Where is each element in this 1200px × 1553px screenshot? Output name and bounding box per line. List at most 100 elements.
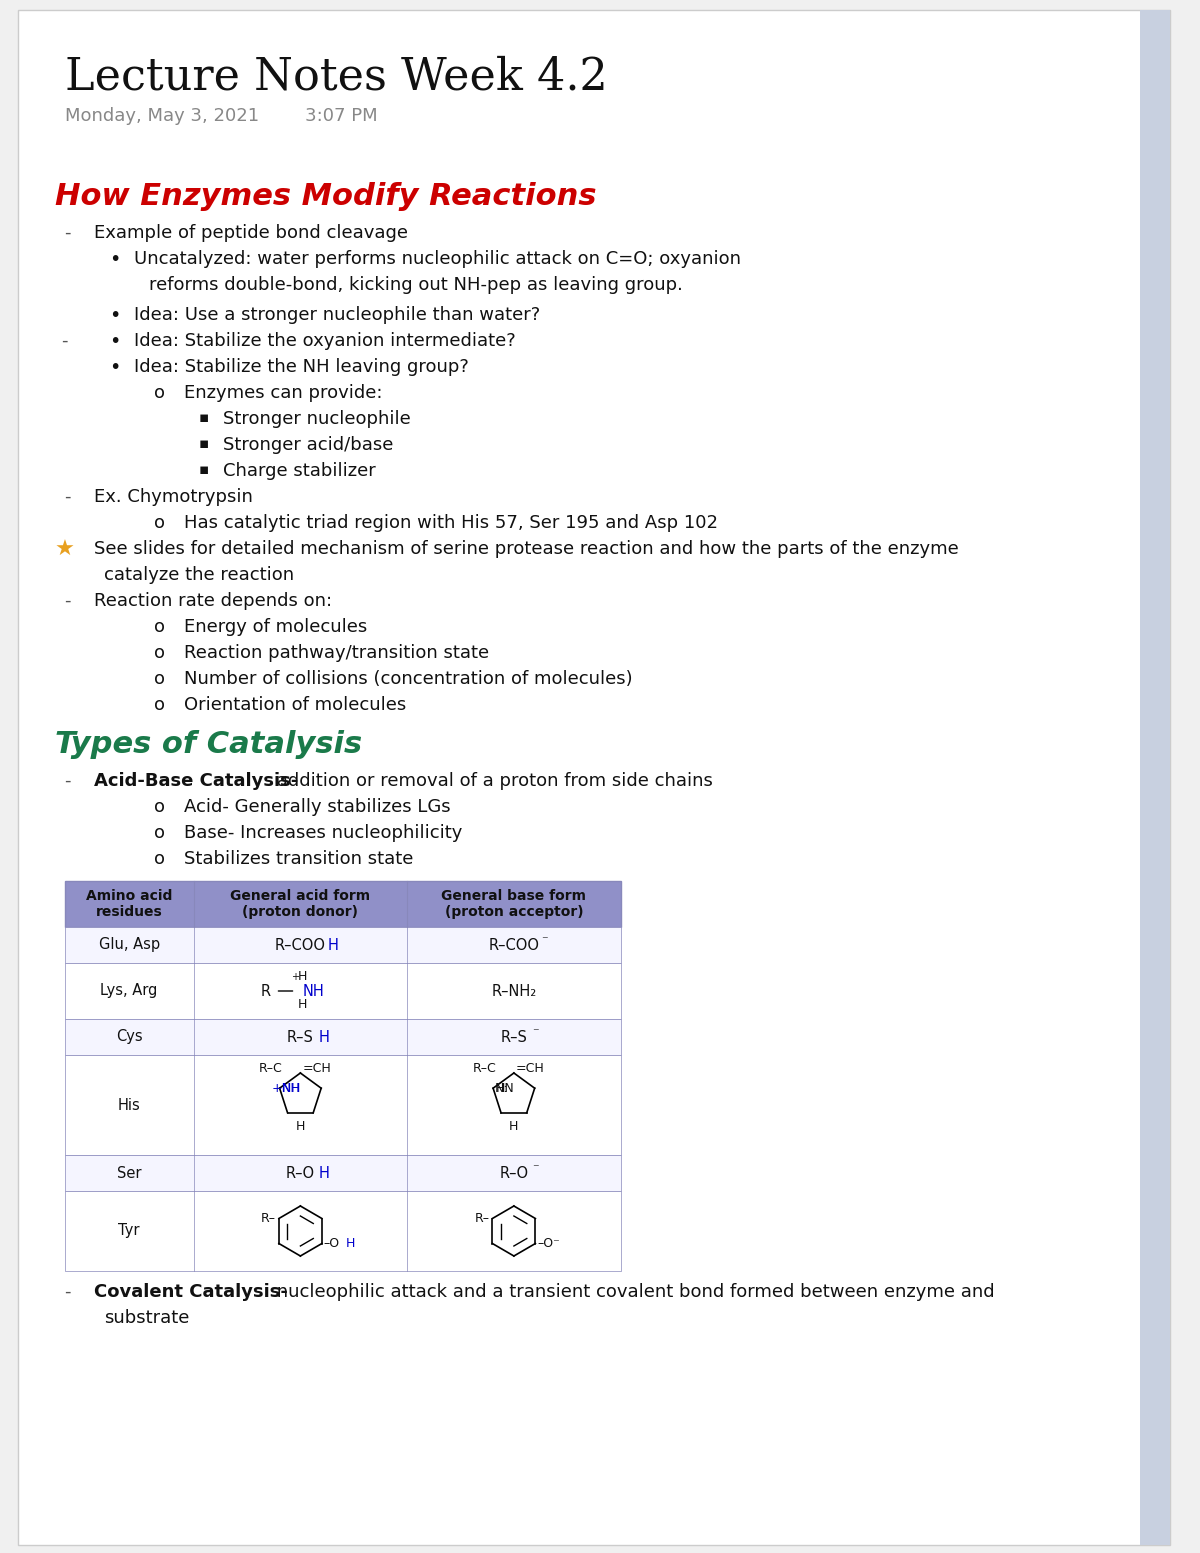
Text: H: H (346, 1238, 355, 1250)
Text: Lecture Notes Week 4.2: Lecture Notes Week 4.2 (65, 54, 607, 98)
Text: R–C: R–C (473, 1062, 496, 1076)
Text: ⁻: ⁻ (532, 1027, 539, 1039)
Text: –O: –O (324, 1238, 340, 1250)
Text: Idea: Use a stronger nucleophile than water?: Idea: Use a stronger nucleophile than wa… (134, 306, 540, 325)
Text: •: • (109, 250, 121, 269)
Text: Acid-Base Catalysis-: Acid-Base Catalysis- (95, 772, 299, 790)
Text: Enzymes can provide:: Enzymes can provide: (184, 384, 383, 402)
Text: H: H (295, 1121, 305, 1134)
Text: Base- Increases nucleophilicity: Base- Increases nucleophilicity (184, 825, 462, 842)
Text: R–S: R–S (500, 1030, 527, 1045)
FancyBboxPatch shape (65, 963, 620, 1019)
Text: Reaction pathway/transition state: Reaction pathway/transition state (184, 644, 488, 662)
Text: Monday, May 3, 2021        3:07 PM: Monday, May 3, 2021 3:07 PM (65, 107, 377, 124)
Text: ▪: ▪ (199, 436, 209, 450)
Text: Uncatalyzed: water performs nucleophilic attack on C=O; oxyanion: Uncatalyzed: water performs nucleophilic… (134, 250, 742, 269)
Text: o: o (154, 514, 164, 533)
Text: •: • (109, 332, 121, 351)
Text: Number of collisions (concentration of molecules): Number of collisions (concentration of m… (184, 669, 632, 688)
Text: N:: N: (496, 1082, 509, 1095)
Text: residues: residues (96, 905, 162, 919)
Text: o: o (154, 825, 164, 842)
Text: -: - (65, 772, 71, 790)
Text: Orientation of molecules: Orientation of molecules (184, 696, 406, 714)
Text: How Enzymes Modify Reactions: How Enzymes Modify Reactions (55, 182, 596, 211)
Text: -: - (61, 332, 68, 349)
Text: Ser: Ser (116, 1165, 142, 1180)
Text: (proton acceptor): (proton acceptor) (444, 905, 583, 919)
Text: H: H (298, 969, 307, 983)
Text: NH: NH (302, 983, 324, 999)
Text: Glu, Asp: Glu, Asp (98, 938, 160, 952)
Text: Energy of molecules: Energy of molecules (184, 618, 367, 637)
Text: HN: HN (496, 1082, 515, 1095)
Text: R–O: R–O (499, 1165, 528, 1180)
FancyBboxPatch shape (65, 927, 620, 963)
Text: +: + (292, 972, 300, 981)
Text: General base form: General base form (442, 888, 587, 902)
Text: R–COO: R–COO (488, 938, 539, 952)
Text: ▪: ▪ (199, 410, 209, 426)
Text: R–O: R–O (286, 1165, 314, 1180)
Text: General acid form: General acid form (230, 888, 371, 902)
FancyBboxPatch shape (18, 9, 1170, 1545)
Text: o: o (154, 384, 164, 402)
Text: Stronger acid/base: Stronger acid/base (223, 436, 394, 453)
Text: His: His (118, 1098, 140, 1112)
Text: Charge stabilizer: Charge stabilizer (223, 461, 376, 480)
Text: reforms double-bond, kicking out NH-pep as leaving group.: reforms double-bond, kicking out NH-pep … (149, 276, 683, 294)
Text: NH: NH (282, 1082, 300, 1095)
Text: o: o (154, 696, 164, 714)
Text: H: H (328, 938, 338, 952)
Text: R–COO: R–COO (275, 938, 326, 952)
Text: ⁻: ⁻ (541, 935, 547, 947)
Text: Example of peptide bond cleavage: Example of peptide bond cleavage (95, 224, 408, 242)
Text: Covalent Catalysis-: Covalent Catalysis- (95, 1283, 288, 1301)
Text: nucleophilic attack and a transient covalent bond formed between enzyme and: nucleophilic attack and a transient cova… (271, 1283, 995, 1301)
FancyBboxPatch shape (1140, 9, 1170, 1545)
Text: •: • (109, 306, 121, 325)
Text: -: - (65, 592, 71, 610)
Text: Tyr: Tyr (119, 1224, 140, 1238)
Text: Idea: Stabilize the oxyanion intermediate?: Idea: Stabilize the oxyanion intermediat… (134, 332, 516, 349)
FancyBboxPatch shape (65, 881, 620, 927)
Text: o: o (154, 618, 164, 637)
Text: Lys, Arg: Lys, Arg (101, 983, 157, 999)
Text: Idea: Stabilize the NH leaving group?: Idea: Stabilize the NH leaving group? (134, 359, 469, 376)
Text: o: o (154, 849, 164, 868)
Text: o: o (154, 798, 164, 815)
Text: o: o (154, 644, 164, 662)
Text: Has catalytic triad region with His 57, Ser 195 and Asp 102: Has catalytic triad region with His 57, … (184, 514, 718, 533)
Text: -: - (65, 488, 71, 506)
Text: Amino acid: Amino acid (86, 888, 173, 902)
Text: Stabilizes transition state: Stabilizes transition state (184, 849, 413, 868)
Text: R–: R– (260, 1211, 276, 1225)
Text: •: • (109, 359, 121, 377)
Text: Stronger nucleophile: Stronger nucleophile (223, 410, 412, 429)
Text: R: R (260, 983, 270, 999)
Text: addition or removal of a proton from side chains: addition or removal of a proton from sid… (271, 772, 713, 790)
Text: H: H (318, 1030, 329, 1045)
Text: H: H (298, 997, 307, 1011)
FancyBboxPatch shape (65, 1191, 620, 1270)
Text: Acid- Generally stabilizes LGs: Acid- Generally stabilizes LGs (184, 798, 450, 815)
FancyBboxPatch shape (65, 1019, 620, 1054)
Text: -: - (65, 224, 71, 242)
Text: substrate: substrate (104, 1309, 190, 1326)
Text: +NH: +NH (272, 1082, 301, 1095)
Text: H: H (318, 1165, 329, 1180)
Text: catalyze the reaction: catalyze the reaction (104, 565, 294, 584)
Text: R–NH₂: R–NH₂ (491, 983, 536, 999)
Text: Ex. Chymotrypsin: Ex. Chymotrypsin (95, 488, 253, 506)
FancyBboxPatch shape (65, 1155, 620, 1191)
Text: (proton donor): (proton donor) (242, 905, 359, 919)
Text: -: - (65, 1283, 71, 1301)
Text: Cys: Cys (115, 1030, 143, 1045)
Text: =CH: =CH (302, 1062, 331, 1076)
Text: Reaction rate depends on:: Reaction rate depends on: (95, 592, 332, 610)
Text: R–: R– (474, 1211, 490, 1225)
Text: R–C: R–C (259, 1062, 282, 1076)
Text: H: H (509, 1121, 518, 1134)
Text: ▪: ▪ (199, 461, 209, 477)
Text: Types of Catalysis: Types of Catalysis (55, 730, 361, 759)
